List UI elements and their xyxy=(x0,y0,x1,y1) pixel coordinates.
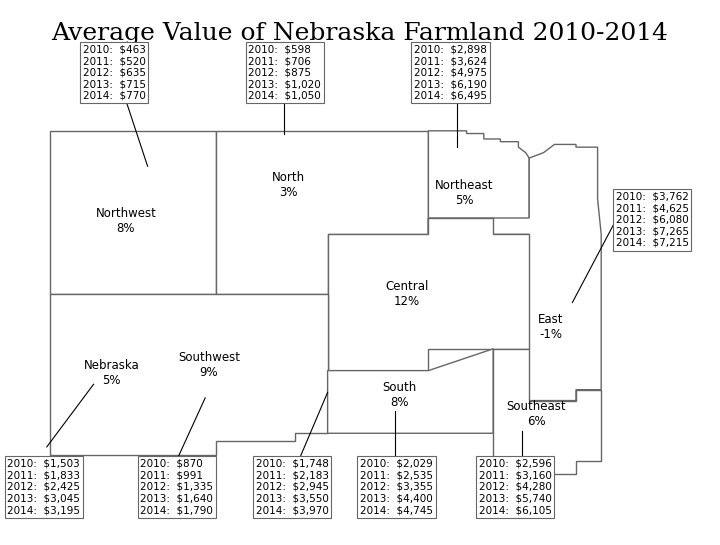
Text: North
3%: North 3% xyxy=(271,171,305,199)
Text: Southwest
9%: Southwest 9% xyxy=(178,351,240,379)
Text: Northwest
8%: Northwest 8% xyxy=(96,207,156,235)
Polygon shape xyxy=(328,349,493,433)
Polygon shape xyxy=(328,218,529,371)
Text: Nebraska
5%: Nebraska 5% xyxy=(84,359,140,387)
Polygon shape xyxy=(428,131,529,234)
Polygon shape xyxy=(493,349,601,474)
Text: Average Value of Nebraska Farmland 2010-2014: Average Value of Nebraska Farmland 2010-… xyxy=(52,22,668,45)
Polygon shape xyxy=(50,294,328,455)
Text: Northeast
5%: Northeast 5% xyxy=(435,179,494,208)
Text: 2010:  $3,762
2011:  $4,625
2012:  $6,080
2013:  $7,265
2014:  $7,215: 2010: $3,762 2011: $4,625 2012: $6,080 2… xyxy=(616,192,688,248)
Text: 2010:  $1,748
2011:  $2,183
2012:  $2,945
2013:  $3,550
2014:  $3,970: 2010: $1,748 2011: $2,183 2012: $2,945 2… xyxy=(256,459,328,515)
Text: 2010:  $463
2011:  $520
2012:  $635
2013:  $715
2014:  $770: 2010: $463 2011: $520 2012: $635 2013: $… xyxy=(83,45,145,101)
Text: South
8%: South 8% xyxy=(382,381,417,409)
Text: 2010:  $2,029
2011:  $2,535
2012:  $3,355
2013:  $4,400
2014:  $4,745: 2010: $2,029 2011: $2,535 2012: $3,355 2… xyxy=(360,459,433,515)
Polygon shape xyxy=(50,131,216,294)
Text: Southeast
6%: Southeast 6% xyxy=(507,400,566,428)
Polygon shape xyxy=(493,144,601,401)
Text: 2010:  $1,503
2011:  $1,833
2012:  $2,425
2013:  $3,045
2014:  $3,195: 2010: $1,503 2011: $1,833 2012: $2,425 2… xyxy=(7,459,80,515)
Text: 2010:  $598
2011:  $706
2012:  $875
2013:  $1,020
2014:  $1,050: 2010: $598 2011: $706 2012: $875 2013: $… xyxy=(248,45,321,101)
Text: 2010:  $870
2011:  $991
2012:  $1,335
2013:  $1,640
2014:  $1,790: 2010: $870 2011: $991 2012: $1,335 2013:… xyxy=(140,459,213,515)
Polygon shape xyxy=(216,131,428,294)
Text: Central
12%: Central 12% xyxy=(385,280,428,308)
Text: East
-1%: East -1% xyxy=(538,313,564,341)
Text: 2010:  $2,596
2011:  $3,160
2012:  $4,280
2013:  $5,740
2014:  $6,105: 2010: $2,596 2011: $3,160 2012: $4,280 2… xyxy=(479,459,552,515)
Text: 2010:  $2,898
2011:  $3,624
2012:  $4,975
2013:  $6,190
2014:  $6,495: 2010: $2,898 2011: $3,624 2012: $4,975 2… xyxy=(414,45,487,101)
